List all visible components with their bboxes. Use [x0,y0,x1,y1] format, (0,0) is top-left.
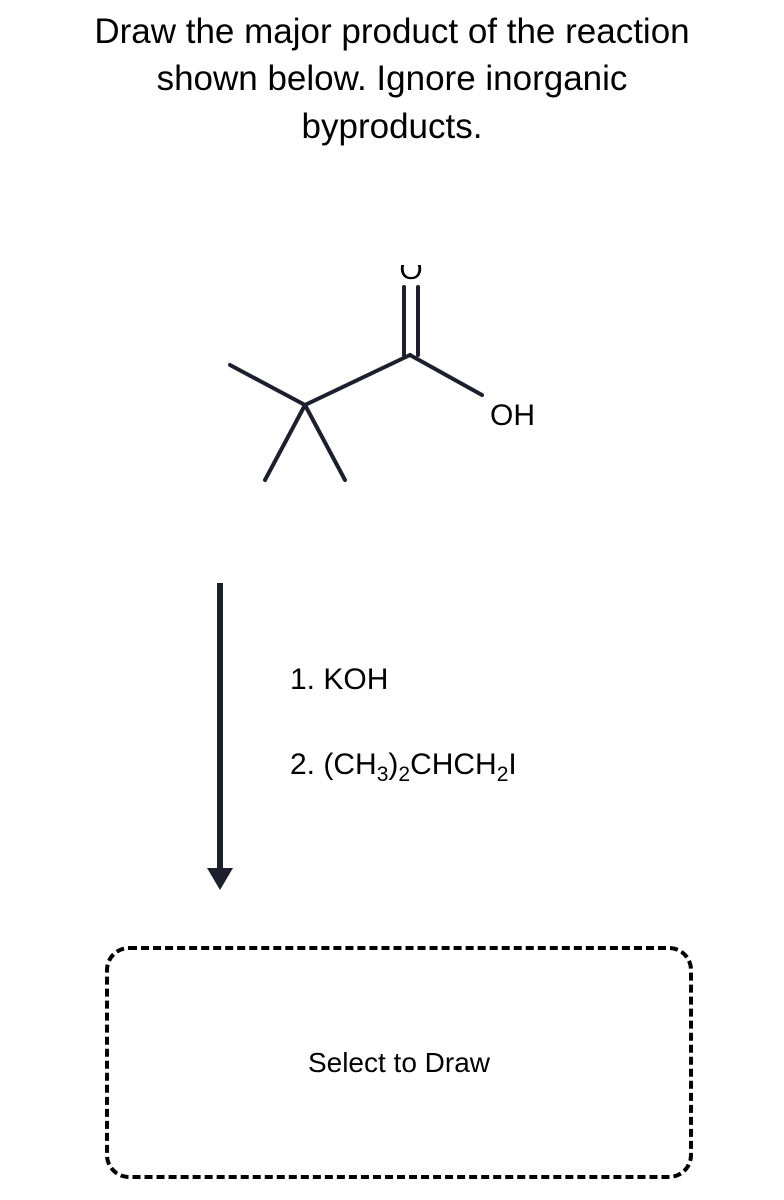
question-line-1: Draw the major product of the reaction [94,12,689,51]
hydroxyl-label: OH [490,399,535,432]
draw-answer-label: Select to Draw [308,1047,490,1079]
step2-prefix: 2. [290,748,323,781]
question-line-3: byproducts. [302,107,483,146]
oxygen-label: O [399,265,422,286]
reagent-step-1: 1. KOH [290,665,517,695]
reaction-arrow [190,575,250,895]
reagent-step-2: 2. (CH3)2CHCH2I [290,750,517,780]
step2-part1: (CH [323,748,376,781]
step1-prefix: 1. [290,663,323,696]
step2-part2: ) [388,748,398,781]
step1-formula: KOH [323,663,388,696]
step2-sub2: 2 [398,763,410,786]
reagent-list: 1. KOH 2. (CH3)2CHCH2I [290,665,517,835]
question-line-2: shown below. Ignore inorganic [157,59,628,98]
question-text: Draw the major product of the reaction s… [40,8,744,150]
step2-part4: I [508,748,516,781]
step2-sub3: 2 [497,763,509,786]
step2-sub1: 3 [377,763,389,786]
draw-answer-box[interactable]: Select to Draw [105,946,693,1179]
step2-part3: CHCH [410,748,497,781]
reactant-structure: O OH [170,265,590,525]
